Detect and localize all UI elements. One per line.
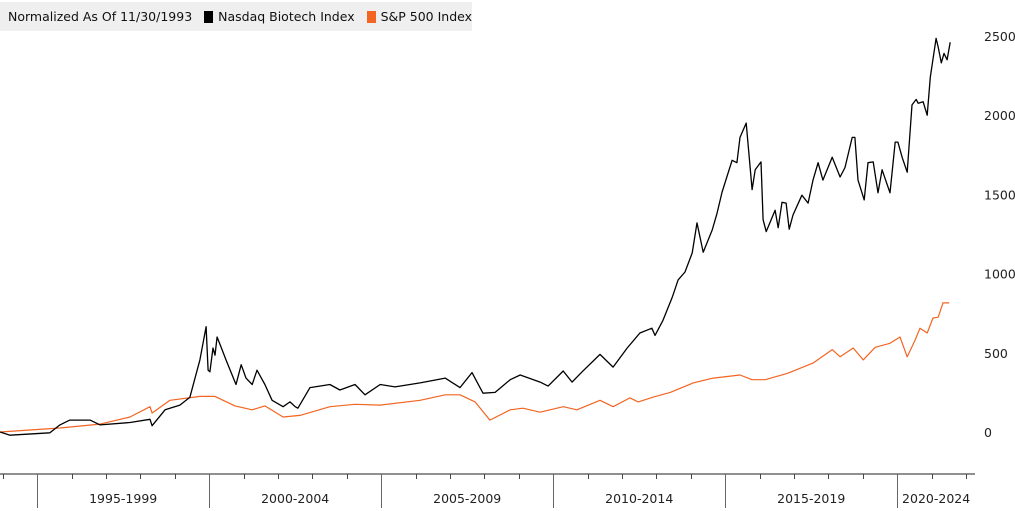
legend-label-sp500: S&P 500 Index (380, 9, 472, 24)
series-line-sp500 (0, 302, 950, 433)
legend-swatch-nasdaq-biotech (204, 10, 214, 23)
y-tick-label: 2000 (984, 108, 1015, 123)
x-group-label: 2010-2014 (605, 491, 673, 506)
x-group-label: 2000-2004 (261, 491, 329, 506)
x-group-label: 2020-2024 (902, 491, 970, 506)
y-tick-label: 0 (984, 425, 992, 440)
y-tick-label: 500 (984, 346, 1008, 361)
y-tick-label: 2500 (984, 29, 1015, 44)
legend-label-nasdaq-biotech: Nasdaq Biotech Index (218, 9, 355, 24)
y-tick-label: 1000 (984, 267, 1015, 282)
x-group-label: 2005-2009 (433, 491, 501, 506)
x-group-label: 1995-1999 (89, 491, 157, 506)
legend-swatch-sp500 (366, 10, 376, 23)
y-tick-label: 1500 (984, 187, 1015, 202)
x-group-label: 2015-2019 (777, 491, 845, 506)
chart-legend: Normalized As Of 11/30/1993 Nasdaq Biote… (0, 2, 472, 31)
chart-title: Normalized As Of 11/30/1993 (8, 9, 193, 24)
series-line-nasdaq-biotech (0, 37, 951, 436)
